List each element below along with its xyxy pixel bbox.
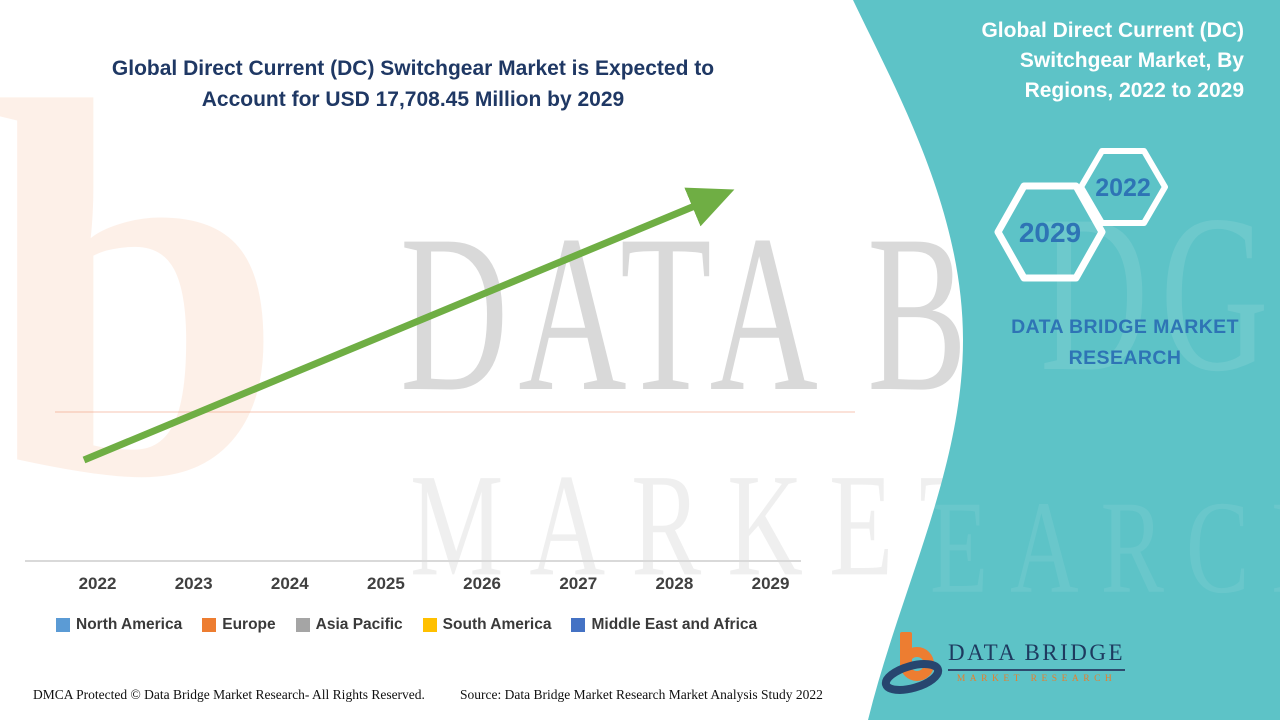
brand-line2: RESEARCH [1068, 347, 1182, 369]
legend-item-south-america: South America [422, 616, 552, 634]
chart-legend: North America Europe Asia Pacific South Ame… [56, 616, 757, 634]
legend-label: Asia Pacific [315, 616, 403, 633]
panel-title-line1: Global Direct Current (DC) [981, 19, 1244, 42]
legend-item-north-america: North America [56, 616, 182, 634]
logo-subtitle: MARKET RESEARCH [956, 674, 1117, 684]
x-label-2023: 2023 [174, 574, 213, 593]
watermark-teal-top: DGE [1040, 169, 1280, 419]
brand-line1: DATA BRIDGE MARKET [1011, 316, 1239, 338]
legend-label: Europe [222, 616, 276, 633]
legend-swatch [202, 618, 217, 632]
x-label-2025: 2025 [367, 574, 405, 593]
x-label-2026: 2026 [463, 574, 501, 593]
chart-title-line1: Global Direct Current (DC) Switchgear Ma… [111, 57, 715, 80]
dmca-notice: DMCA Protected © Data Bridge Market Rese… [33, 687, 425, 702]
legend-item-middle-east-and-africa: Middle East and Africa [571, 616, 757, 634]
logo-swoosh [881, 660, 943, 694]
panel-title: Global Direct Current (DC) Switchgear Ma… [914, 16, 1244, 106]
panel-title-line3: Regions, 2022 to 2029 [1024, 79, 1244, 102]
x-label-2027: 2027 [559, 574, 598, 593]
legend-label: North America [76, 616, 183, 633]
legend-label: South America [442, 616, 552, 633]
logo-text: DATA BRIDGE MARKET RESEARCH [948, 640, 1126, 684]
legend-label: Middle East and Africa [591, 616, 758, 633]
databridge-logo: DATA BRIDGE MARKET RESEARCH [878, 628, 1126, 696]
watermark-teal-bottom: EARCH [930, 472, 1280, 622]
teal-shape [853, 0, 1280, 720]
databridge-logo-mark [881, 632, 943, 694]
legend-item-asia-pacific: Asia Pacific [295, 616, 403, 634]
logo-name: DATA BRIDGE [948, 640, 1126, 671]
brand-wordmark: DATA BRIDGE MARKET RESEARCH [985, 312, 1265, 374]
chart-title: Global Direct Current (DC) Switchgear Ma… [60, 53, 766, 115]
chart-title-line2: Account for USD 17,708.45 Million by 202… [201, 88, 625, 111]
x-label-2028: 2028 [655, 574, 694, 593]
legend-swatch [295, 618, 310, 632]
legend-swatch [422, 618, 437, 632]
legend-swatch [571, 618, 586, 632]
panel-title-line2: Switchgear Market, By [1019, 49, 1244, 72]
x-label-2022: 2022 [78, 574, 117, 593]
x-label-2029: 2029 [751, 574, 790, 593]
legend-item-europe: Europe [202, 616, 276, 634]
source-note: Source: Data Bridge Market Research Mark… [460, 687, 823, 702]
legend-swatch [56, 618, 70, 632]
x-label-2024: 2024 [270, 574, 309, 593]
x-axis-line [25, 560, 801, 562]
